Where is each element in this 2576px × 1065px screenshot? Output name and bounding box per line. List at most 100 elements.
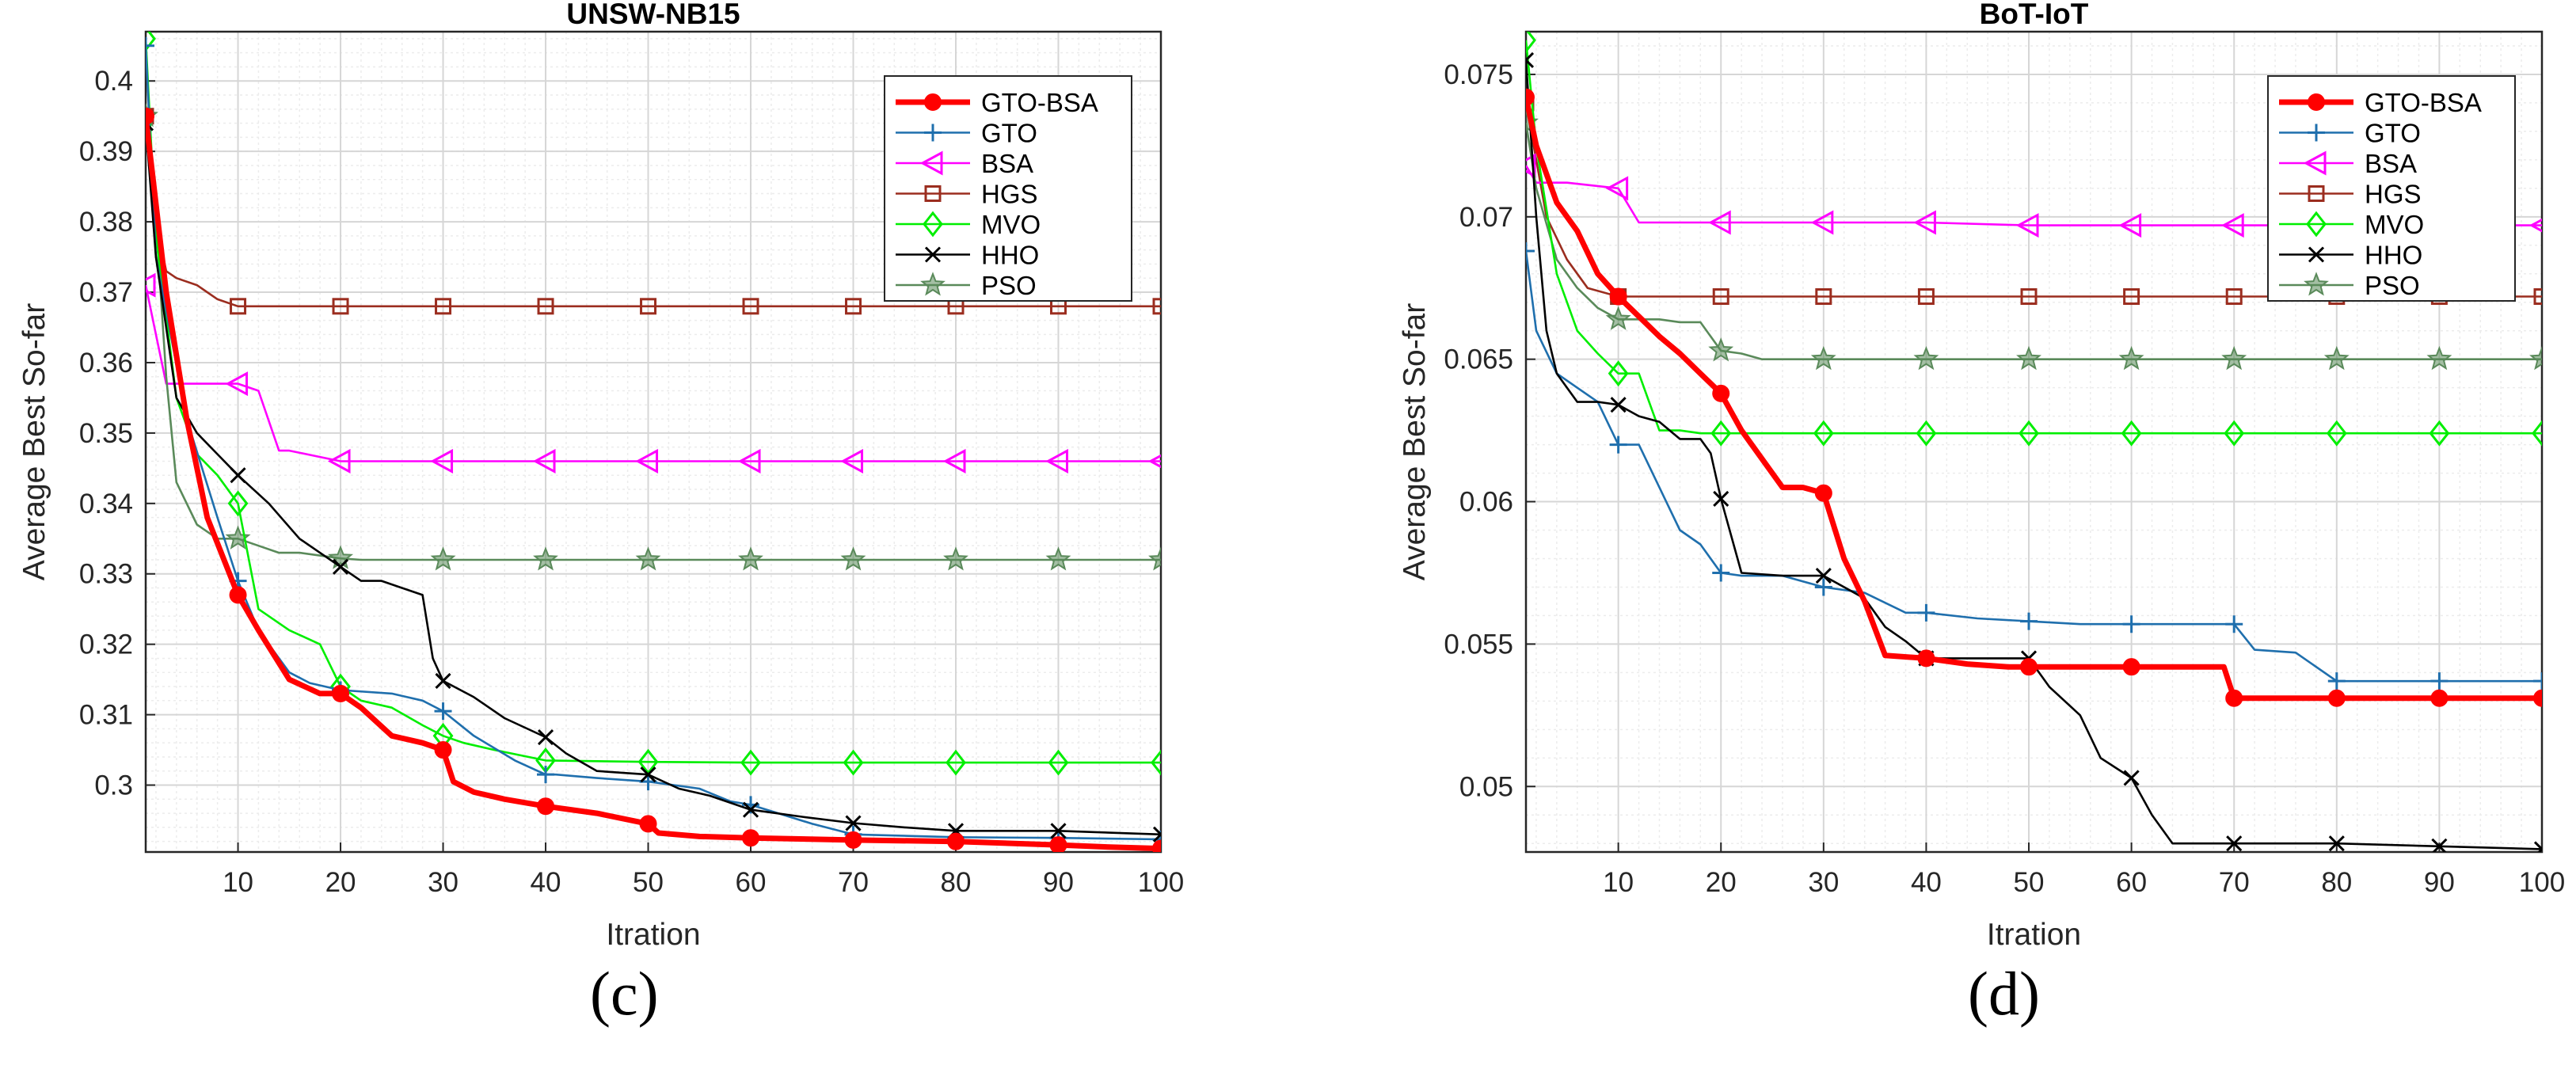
series-marker-bsa bbox=[532, 448, 556, 474]
series-marker-bsa bbox=[146, 272, 156, 298]
series-marker-bsa bbox=[1526, 153, 1536, 178]
axes-frame bbox=[1524, 30, 2544, 854]
x-tick-label: 40 bbox=[531, 867, 561, 898]
series-marker-bsa bbox=[737, 448, 761, 474]
chart-unsw-nb15: 10 20 30 40 50 60 70 80 90 100 0.3 0.31 0.32 0.33 0.34… bbox=[17, 0, 1184, 952]
series-marker-gto-bsa bbox=[1152, 839, 1161, 852]
x-tick-label: 30 bbox=[428, 867, 459, 898]
series-group bbox=[146, 32, 1161, 852]
series-marker-gto bbox=[2327, 672, 2346, 690]
series-marker-gto bbox=[1526, 242, 1535, 260]
series-marker-bsa bbox=[2015, 213, 2039, 238]
y-tick-label: 0.3 bbox=[94, 770, 133, 801]
series-marker-gto-bsa bbox=[742, 829, 760, 847]
series-marker-mvo bbox=[2224, 420, 2245, 447]
series-marker-mvo bbox=[146, 32, 156, 52]
x-tick-label: 20 bbox=[1706, 867, 1737, 898]
legend-label-bsa: BSA bbox=[981, 149, 1033, 178]
series-marker-hgs bbox=[640, 298, 657, 315]
series-marker-hho bbox=[435, 672, 451, 689]
series-marker-mvo bbox=[2326, 420, 2347, 447]
legend-label-bsa: BSA bbox=[2365, 149, 2417, 178]
series-line-hgs bbox=[146, 116, 1161, 308]
series-marker-gto bbox=[2225, 615, 2243, 633]
series-line-mvo bbox=[146, 38, 1161, 764]
series-marker-hho bbox=[1526, 51, 1535, 69]
series-marker-bsa bbox=[635, 448, 659, 474]
y-tick-label: 0.33 bbox=[79, 559, 133, 590]
y-tick-label: 0.39 bbox=[79, 136, 133, 167]
series-marker-gto-bsa bbox=[2430, 689, 2449, 707]
y-tick-label: 0.38 bbox=[79, 207, 133, 238]
series-marker-pso bbox=[2426, 345, 2452, 371]
series-marker-mvo bbox=[2532, 420, 2542, 447]
series-marker-bsa bbox=[1045, 448, 1069, 474]
series-marker-gto-bsa bbox=[146, 107, 154, 125]
x-tick-label: 30 bbox=[1808, 867, 1839, 898]
series-marker-gto-bsa bbox=[947, 832, 965, 850]
legend-label-gto: GTO bbox=[981, 119, 1037, 148]
y-tick-label: 0.07 bbox=[1459, 202, 1513, 233]
series-marker-pso bbox=[635, 546, 661, 571]
series-marker-hgs bbox=[2225, 288, 2243, 306]
series-marker-pso bbox=[430, 546, 456, 571]
series-line-gto bbox=[1526, 250, 2542, 683]
series-marker-bsa bbox=[2221, 213, 2244, 238]
series-marker-gto bbox=[1609, 436, 1627, 454]
series-marker-hho bbox=[537, 728, 554, 746]
legend-marker-pso bbox=[2304, 272, 2329, 296]
x-tick-label: 100 bbox=[2519, 867, 2565, 898]
series-marker-bsa bbox=[1913, 210, 1936, 235]
x-tick-label: 80 bbox=[941, 867, 972, 898]
series-marker-mvo bbox=[1813, 420, 1834, 447]
series-marker-hho bbox=[230, 467, 246, 484]
series-marker-hgs bbox=[435, 298, 452, 315]
series-marker-hgs bbox=[2123, 288, 2140, 306]
series-marker-hho bbox=[2226, 835, 2243, 852]
x-tick-label: 60 bbox=[2116, 867, 2147, 898]
legend-label-mvo: MVO bbox=[981, 210, 1041, 239]
series-line-pso bbox=[1526, 122, 2542, 360]
y-tick-label: 0.06 bbox=[1459, 487, 1513, 518]
series-marker-bsa bbox=[1708, 210, 1731, 235]
series-marker-hho bbox=[845, 815, 862, 831]
legend-marker-mvo bbox=[2306, 211, 2327, 238]
series-marker-pso bbox=[840, 546, 866, 571]
series-marker-pso bbox=[2016, 345, 2041, 371]
legend-marker-gto-bsa bbox=[924, 93, 942, 111]
chart-bot-iot: 10 20 30 40 50 60 70 80 90 100 0.05 0.055 0.06 0.065 0… bbox=[1398, 0, 2565, 952]
series-marker-hgs bbox=[1152, 298, 1161, 315]
y-tick-label: 0.31 bbox=[79, 700, 133, 731]
series-marker-gto-bsa bbox=[1814, 484, 1832, 502]
legend-marker-bsa bbox=[2303, 150, 2327, 176]
series-marker-hgs bbox=[845, 298, 862, 315]
series-marker-gto-bsa bbox=[2327, 689, 2346, 707]
legend-marker-gto-bsa bbox=[2308, 93, 2325, 111]
y-axis-label: Average Best So-far bbox=[17, 303, 51, 580]
x-tick-label: 90 bbox=[1043, 867, 1074, 898]
series-marker-pso bbox=[225, 525, 251, 550]
series-marker-hgs bbox=[1917, 288, 1935, 306]
series-marker-bsa bbox=[2118, 213, 2142, 238]
panel-label-c: (c) bbox=[590, 959, 659, 1028]
series-marker-hho bbox=[742, 801, 759, 818]
y-tick-label: 0.32 bbox=[79, 629, 133, 660]
legend-label-hgs: HGS bbox=[981, 180, 1038, 209]
series-marker-mvo bbox=[1151, 749, 1161, 776]
series-marker-pso bbox=[533, 546, 558, 571]
series-marker-mvo bbox=[1710, 420, 1732, 447]
legend-label-hho: HHO bbox=[2365, 241, 2422, 270]
y-tick-label: 0.37 bbox=[79, 277, 133, 308]
x-axis-label: Itration bbox=[606, 918, 700, 952]
series-marker-gto bbox=[537, 766, 555, 784]
series-marker-hho bbox=[1713, 490, 1729, 508]
series-marker-gto-bsa bbox=[2533, 689, 2542, 707]
series-marker-bsa bbox=[327, 448, 351, 474]
legend-label-gto-bsa: GTO-BSA bbox=[981, 88, 1098, 117]
series-marker-pso bbox=[328, 545, 354, 569]
series-marker-hho bbox=[1152, 826, 1161, 842]
series-marker-gto-bsa bbox=[2225, 689, 2243, 707]
x-tick-label: 70 bbox=[2219, 867, 2250, 898]
series-marker-pso bbox=[1810, 345, 1836, 371]
